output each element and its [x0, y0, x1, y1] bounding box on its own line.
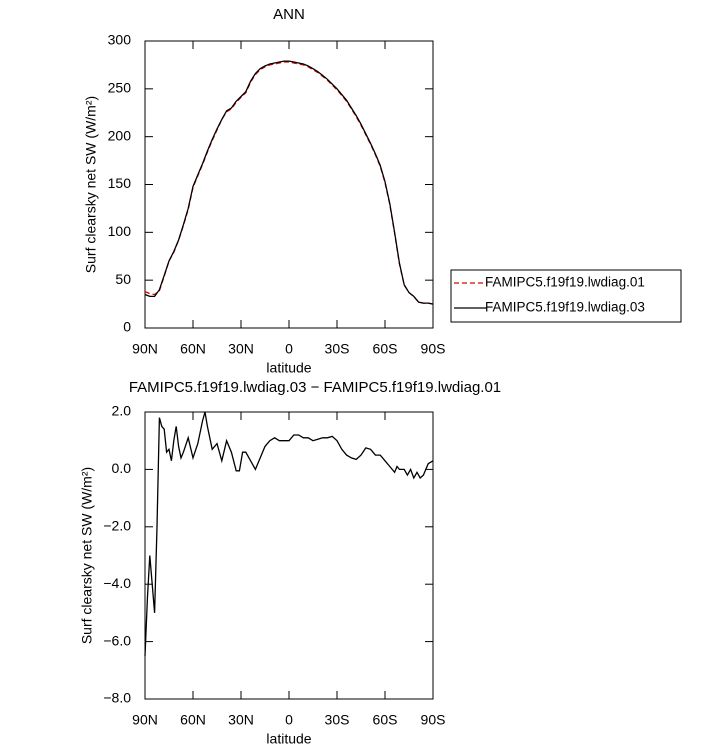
x-tick-label: 0 — [285, 341, 293, 357]
plot-frame — [144, 40, 434, 329]
y-tick-label: −2.0 — [103, 518, 131, 534]
legend-label: FAMIPC5.f19f19.lwdiag.01 — [485, 275, 645, 290]
x-tick-label: 90N — [132, 341, 158, 357]
y-tick-label: 0.0 — [112, 460, 132, 476]
chart-title: FAMIPC5.f19f19.lwdiag.03 − FAMIPC5.f19f1… — [129, 379, 501, 396]
y-tick-label: 2.0 — [112, 403, 132, 419]
x-tick-label: 60N — [180, 341, 206, 357]
x-tick-label: 30N — [228, 341, 254, 357]
chart-title: ANN — [273, 6, 305, 23]
x-tick-label: 90N — [132, 712, 158, 728]
line-series — [144, 61, 434, 305]
x-tick-label: 60S — [373, 341, 398, 357]
y-tick-label: 100 — [108, 223, 132, 239]
y-tick-label: 250 — [108, 80, 132, 96]
y-tick-label: 0 — [123, 319, 131, 335]
x-tick-label: 60N — [180, 712, 206, 728]
x-axis-label: latitude — [266, 731, 311, 747]
y-tick-label: −4.0 — [103, 575, 131, 591]
x-tick-label: 30S — [325, 341, 350, 357]
y-axis-label: Surf clearsky net SW (W/m²) — [83, 96, 99, 273]
y-tick-label: 300 — [108, 32, 132, 48]
line-series — [144, 411, 434, 657]
legend-box — [450, 269, 682, 323]
y-tick-label: 150 — [108, 175, 132, 191]
x-tick-label: 30N — [228, 712, 254, 728]
y-axis-label: Surf clearsky net SW (W/m²) — [79, 467, 95, 644]
x-tick-label: 90S — [421, 341, 446, 357]
plot-frame — [144, 411, 434, 700]
x-tick-label: 90S — [421, 712, 446, 728]
y-tick-label: 200 — [108, 127, 132, 143]
legend-label: FAMIPC5.f19f19.lwdiag.03 — [485, 300, 645, 315]
x-tick-label: 60S — [373, 712, 398, 728]
x-tick-label: 0 — [285, 712, 293, 728]
y-tick-label: −6.0 — [103, 632, 131, 648]
y-tick-label: −8.0 — [103, 690, 131, 706]
x-axis-label: latitude — [266, 360, 311, 376]
x-tick-label: 30S — [325, 712, 350, 728]
line-series — [144, 60, 434, 305]
y-tick-label: 50 — [115, 271, 131, 287]
